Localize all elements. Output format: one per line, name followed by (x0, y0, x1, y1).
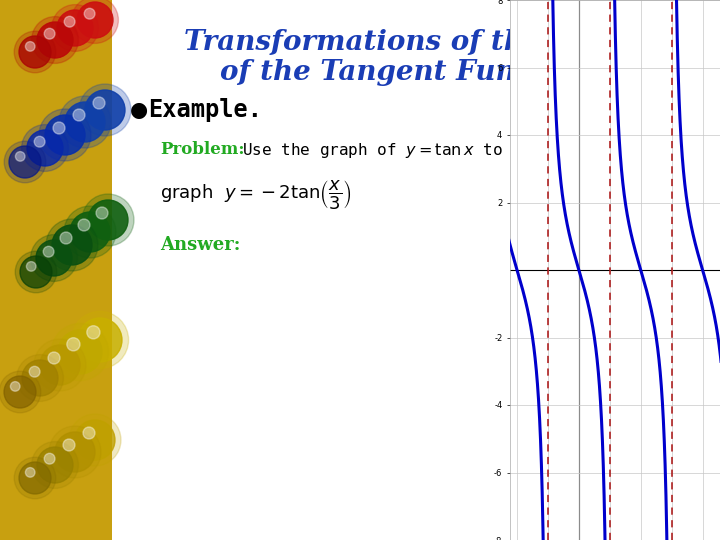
Circle shape (87, 326, 100, 339)
Circle shape (57, 10, 93, 46)
Circle shape (96, 207, 108, 219)
Circle shape (48, 352, 60, 364)
Circle shape (88, 200, 128, 240)
Circle shape (30, 234, 78, 281)
Circle shape (14, 457, 56, 499)
Circle shape (34, 339, 86, 391)
Circle shape (52, 225, 92, 265)
Circle shape (35, 136, 45, 147)
Circle shape (71, 0, 118, 43)
Text: Answer:: Answer: (160, 236, 240, 254)
Circle shape (53, 122, 65, 134)
Circle shape (51, 323, 109, 381)
Circle shape (25, 468, 35, 477)
Circle shape (75, 420, 115, 460)
Circle shape (46, 219, 98, 271)
Circle shape (40, 345, 80, 385)
Text: ●: ● (130, 100, 148, 120)
Bar (112, 0, 720, 540)
Circle shape (84, 8, 95, 19)
Circle shape (79, 84, 131, 136)
Circle shape (60, 232, 72, 244)
Text: Problem:: Problem: (160, 141, 245, 159)
Circle shape (32, 442, 78, 488)
Circle shape (71, 312, 129, 369)
Circle shape (64, 16, 75, 27)
Circle shape (49, 426, 101, 478)
Text: Example.: Example. (148, 98, 262, 122)
Circle shape (37, 22, 73, 58)
Circle shape (27, 130, 63, 166)
Circle shape (19, 36, 51, 68)
Circle shape (30, 366, 40, 377)
Circle shape (15, 152, 25, 161)
Text: Transformations of the Graph: Transformations of the Graph (184, 30, 647, 57)
Circle shape (83, 427, 95, 439)
Circle shape (32, 17, 78, 63)
Circle shape (44, 28, 55, 39)
Circle shape (19, 462, 51, 494)
Circle shape (22, 125, 68, 171)
Circle shape (55, 432, 95, 472)
Circle shape (43, 246, 54, 257)
Circle shape (65, 102, 105, 142)
Circle shape (4, 376, 36, 408)
Circle shape (44, 453, 55, 464)
Circle shape (82, 194, 134, 246)
Circle shape (37, 447, 73, 483)
Circle shape (77, 2, 113, 38)
Circle shape (58, 330, 102, 374)
Text: graph  $y = -2\tan\!\left(\dfrac{x}{3}\right)$: graph $y = -2\tan\!\left(\dfrac{x}{3}\ri… (160, 179, 351, 212)
Circle shape (69, 414, 121, 466)
Bar (0, 0, 112, 540)
Circle shape (64, 206, 116, 258)
Circle shape (85, 90, 125, 130)
Circle shape (45, 115, 85, 155)
Circle shape (25, 42, 35, 51)
Circle shape (27, 261, 36, 271)
Circle shape (20, 256, 52, 288)
Circle shape (0, 371, 41, 413)
Circle shape (78, 318, 122, 362)
Circle shape (52, 5, 99, 51)
Circle shape (9, 146, 41, 178)
Circle shape (63, 439, 75, 451)
Text: Use the graph of $y = \tan x$ to: Use the graph of $y = \tan x$ to (242, 140, 503, 159)
Circle shape (10, 382, 20, 391)
Circle shape (4, 141, 46, 183)
Circle shape (36, 240, 72, 276)
Circle shape (39, 109, 91, 161)
Circle shape (59, 96, 111, 148)
Circle shape (15, 251, 57, 293)
Circle shape (78, 219, 90, 231)
Circle shape (14, 31, 56, 73)
Circle shape (22, 360, 58, 396)
Circle shape (93, 97, 105, 109)
Text: of the Tangent Functions: of the Tangent Functions (220, 58, 610, 85)
Circle shape (17, 355, 63, 401)
Circle shape (70, 212, 110, 252)
Circle shape (73, 109, 85, 121)
Circle shape (67, 338, 80, 351)
